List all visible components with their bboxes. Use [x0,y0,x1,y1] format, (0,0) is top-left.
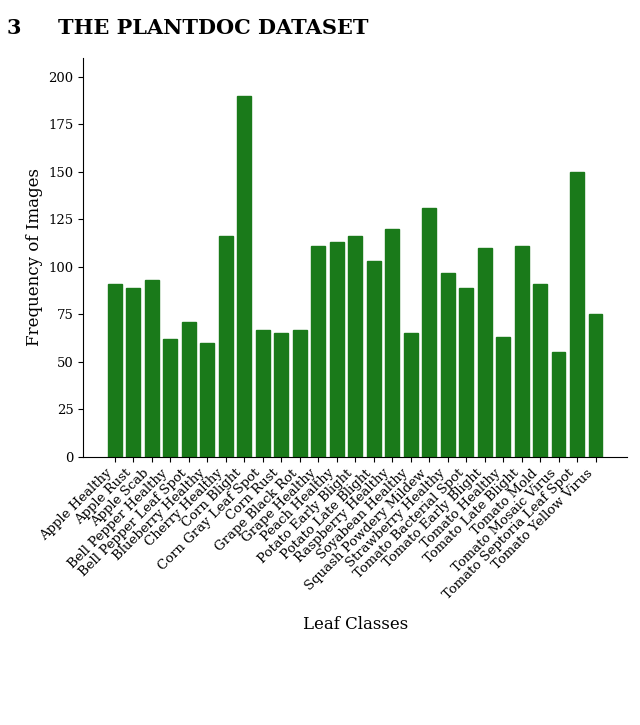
Bar [459,288,473,457]
Bar [589,315,602,457]
Bar [330,242,344,457]
Bar [570,172,584,457]
Bar [367,261,381,457]
Bar [441,273,454,457]
Bar [256,330,269,457]
Bar [496,337,510,457]
Bar [385,229,399,457]
Bar [275,334,288,457]
Bar [552,352,566,457]
Bar [127,288,140,457]
Text: 3: 3 [6,18,21,38]
Bar [163,339,177,457]
Bar [293,330,307,457]
Bar [348,236,362,457]
Bar [515,246,529,457]
Text: THE PLANTDOC DATASET: THE PLANTDOC DATASET [58,18,368,38]
Bar [200,343,214,457]
Bar [219,236,233,457]
Bar [237,96,252,457]
Bar [182,322,196,457]
Bar [145,280,159,457]
Bar [477,248,492,457]
Bar [311,246,325,457]
Bar [422,208,436,457]
Bar [108,284,122,457]
Bar [404,334,417,457]
X-axis label: Leaf Classes: Leaf Classes [303,616,408,633]
Bar [533,284,547,457]
Y-axis label: Frequency of Images: Frequency of Images [26,168,43,347]
